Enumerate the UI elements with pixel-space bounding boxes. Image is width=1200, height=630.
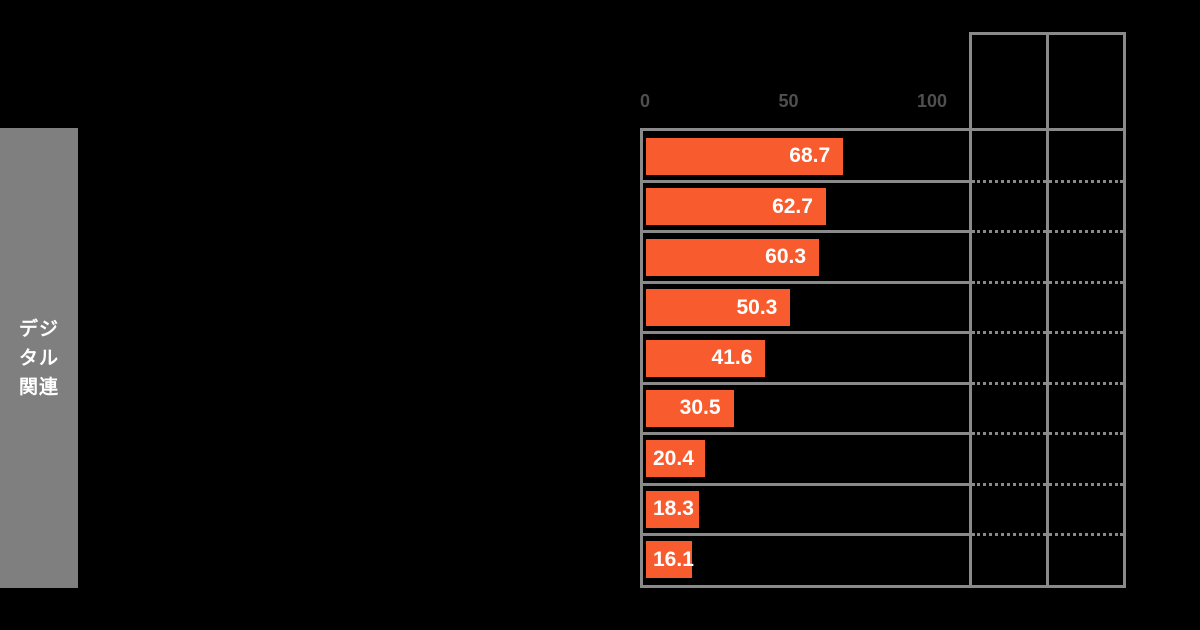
table-header-cell xyxy=(1049,35,1125,128)
bar-value-label: 50.3 xyxy=(736,295,778,319)
table-row-gridline xyxy=(972,280,1123,284)
x-axis-tick-label: 100 xyxy=(916,91,948,111)
table-row-gridline xyxy=(972,432,1123,436)
table-cell xyxy=(1049,383,1125,433)
bar-value-label: 18.3 xyxy=(653,497,694,521)
x-axis-tick-label: 50 xyxy=(778,91,799,111)
group-label-panel: デジ タル 関連 xyxy=(0,128,78,588)
table-cell xyxy=(972,484,1048,534)
table-cell xyxy=(1049,484,1125,534)
bar: 60.3 xyxy=(646,238,820,276)
table-cell xyxy=(1049,131,1125,181)
bar: 68.7 xyxy=(646,137,844,175)
table-cell xyxy=(972,535,1048,585)
table-row-gridline xyxy=(972,533,1123,537)
axis-left-line xyxy=(640,128,643,588)
table-row-gridline xyxy=(972,482,1123,486)
table-cell xyxy=(972,282,1048,332)
table-cell xyxy=(1049,282,1125,332)
bar: 50.3 xyxy=(646,289,791,327)
table-cell xyxy=(972,434,1048,484)
table-row-gridline xyxy=(972,331,1123,335)
table-row-gridline xyxy=(972,230,1123,234)
table-header-cell xyxy=(972,35,1048,128)
table-cell xyxy=(1049,333,1125,383)
bar-value-label: 20.4 xyxy=(653,446,694,470)
table-row-gridline xyxy=(972,381,1123,385)
group-label-text: デジ タル 関連 xyxy=(18,318,59,398)
table-column-divider xyxy=(1046,32,1049,588)
axis-bottom-line xyxy=(640,585,1126,588)
row-gridline xyxy=(640,482,969,486)
table-right-border xyxy=(1123,32,1126,588)
bar-value-label: 30.5 xyxy=(679,396,721,420)
table-cell xyxy=(1049,434,1125,484)
bar-value-label: 16.1 xyxy=(653,547,694,571)
bar-value-label: 41.6 xyxy=(711,346,753,369)
table-cell xyxy=(972,232,1048,282)
table-left-border xyxy=(969,32,972,588)
table-row-gridline xyxy=(972,179,1123,183)
row-gridline xyxy=(640,280,969,284)
row-gridline xyxy=(640,331,969,335)
bar: 18.3 xyxy=(646,490,699,528)
bar: 16.1 xyxy=(646,541,694,579)
bar-value-label: 60.3 xyxy=(765,245,807,269)
table-cell xyxy=(1049,232,1125,282)
row-gridline xyxy=(640,381,969,385)
table-cell xyxy=(1049,535,1125,585)
x-axis-tick-label: 0 xyxy=(639,91,651,111)
bar: 41.6 xyxy=(646,339,766,377)
bar: 20.4 xyxy=(646,440,705,478)
bar-value-label: 62.7 xyxy=(772,194,813,218)
table-cell xyxy=(972,131,1048,181)
axis-top-line xyxy=(640,128,1126,131)
table-cell xyxy=(1049,181,1125,231)
row-gridline xyxy=(640,432,969,436)
table-cell xyxy=(972,181,1048,231)
bar: 30.5 xyxy=(646,389,734,427)
table-cell xyxy=(972,383,1048,433)
table-cell xyxy=(972,333,1048,383)
row-gridline xyxy=(640,533,969,537)
bar-value-label: 68.7 xyxy=(789,144,831,168)
row-gridline xyxy=(640,230,969,234)
bar: 62.7 xyxy=(646,188,826,226)
row-gridline xyxy=(640,179,969,183)
